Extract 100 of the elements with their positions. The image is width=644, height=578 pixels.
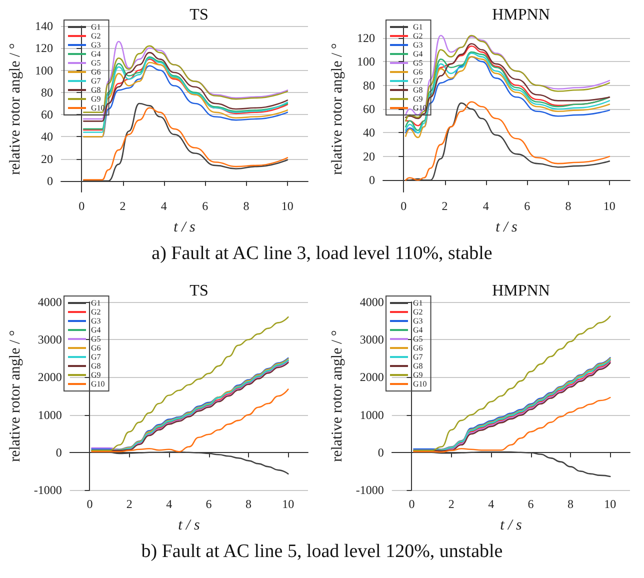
y-axis-title: relative rotor angle / °: [330, 43, 346, 175]
y-tick-label: 40: [41, 130, 53, 144]
legend-label: G2: [91, 32, 101, 40]
y-tick-label: 2000: [360, 370, 384, 384]
legend-label: G6: [91, 68, 101, 76]
legend-label: G5: [413, 334, 423, 344]
x-axis-title: t / s: [500, 518, 522, 534]
chart-title: HMPNN: [492, 6, 550, 24]
y-tick-label: 0: [378, 445, 384, 460]
legend-label: G5: [413, 58, 423, 68]
legend-label: G2: [413, 308, 423, 316]
x-tick-label: 2: [442, 199, 448, 213]
legend-label: G2: [413, 32, 423, 40]
x-tick-label: 10: [281, 199, 294, 213]
x-tick-label: 6: [202, 199, 208, 213]
y-tick-label: -1000: [34, 483, 62, 497]
legend-label: G5: [91, 58, 101, 68]
y-tick-label: 140: [35, 19, 53, 33]
chart-title: TS: [190, 282, 208, 300]
x-tick-label: 8: [565, 199, 572, 213]
chart-title: TS: [190, 6, 208, 24]
x-tick-label: 0: [78, 199, 85, 213]
line-series: [413, 316, 611, 452]
y-axis-title: relative rotor angle / °: [8, 330, 24, 462]
x-tick-label: 2: [120, 199, 126, 213]
legend-label: G4: [413, 50, 423, 58]
y-axis-title: relative rotor angle / °: [330, 330, 346, 462]
legend-label: G3: [91, 316, 101, 326]
line-series: [413, 396, 611, 453]
legend-label: G7: [91, 76, 101, 86]
y-tick-label: 20: [363, 149, 375, 164]
x-tick-label: 0: [86, 497, 93, 511]
y-tick-label: 120: [35, 41, 53, 56]
x-tick-label: 10: [282, 497, 294, 511]
text: b) Fault at AC line 5, load level 120%, unstable: [140, 540, 504, 564]
y-tick-label: 0: [56, 445, 62, 460]
x-tick-label: 10: [604, 497, 616, 511]
y-tick-label: 60: [41, 108, 53, 122]
y-tick-label: 40: [363, 126, 375, 140]
legend-label: G8: [91, 362, 101, 370]
line-series: [91, 316, 289, 452]
y-tick-label: 100: [357, 54, 375, 69]
legend-label: G9: [413, 370, 423, 380]
y-tick-label: 4000: [360, 295, 384, 309]
y-tick-label: -1000: [356, 483, 384, 497]
x-tick-label: 0: [400, 199, 407, 213]
x-tick-label: 6: [524, 199, 530, 213]
legend-label: G1: [91, 22, 101, 32]
legend-label: G2: [91, 308, 101, 316]
legend-label: G6: [413, 344, 423, 352]
x-axis-title: t / s: [178, 518, 200, 534]
line-series: [91, 388, 289, 452]
legend-label: G8: [413, 362, 423, 370]
legend-label: G1: [413, 22, 423, 32]
y-tick-label: 100: [35, 63, 53, 78]
legend-label: G4: [91, 326, 101, 334]
y-tick-label: 2000: [38, 370, 62, 384]
y-tick-label: 3000: [360, 332, 384, 347]
legend-label: G10: [413, 380, 427, 388]
legend-label: G7: [91, 352, 101, 362]
legend-label: G6: [91, 344, 101, 352]
x-tick-label: 4: [488, 497, 494, 511]
x-axis-title: t / s: [496, 220, 518, 236]
y-tick-label: 120: [357, 30, 375, 45]
legend-label: G9: [413, 94, 423, 104]
legend-label: G9: [91, 370, 101, 380]
legend-label: G8: [413, 86, 423, 94]
x-tick-label: 2: [126, 497, 132, 511]
legend-label: G7: [413, 352, 423, 362]
legend-label: G3: [91, 40, 101, 50]
legend-label: G1: [413, 298, 423, 308]
y-tick-label: 60: [363, 102, 375, 116]
x-tick-label: 8: [567, 497, 574, 511]
x-tick-label: 6: [206, 497, 212, 511]
legend-label: G7: [413, 76, 423, 86]
y-tick-label: 80: [41, 85, 53, 100]
x-tick-label: 0: [408, 497, 415, 511]
legend-label: G5: [91, 334, 101, 344]
x-tick-label: 4: [166, 497, 172, 511]
x-tick-label: 2: [448, 497, 454, 511]
x-tick-label: 6: [528, 497, 534, 511]
x-tick-label: 10: [603, 199, 616, 213]
y-tick-label: 0: [47, 174, 53, 188]
y-tick-label: 80: [363, 78, 375, 92]
legend-label: G8: [91, 86, 101, 94]
x-axis-title: t / s: [174, 220, 196, 236]
line-series: [91, 451, 289, 474]
line-series: [82, 52, 288, 122]
y-tick-label: 1000: [38, 408, 62, 422]
text: a) Fault at AC line 3, load level 110%, stable: [150, 242, 494, 266]
legend-label: G4: [91, 50, 101, 58]
line-series: [413, 451, 611, 478]
legend-label: G3: [413, 316, 423, 326]
y-tick-label: 4000: [38, 295, 62, 309]
y-tick-label: 1000: [360, 408, 384, 422]
y-tick-label: 0: [369, 173, 375, 188]
legend-label: G3: [413, 40, 423, 50]
legend-label: G1: [91, 298, 101, 308]
chart-title: HMPNN: [492, 282, 550, 300]
legend-label: G10: [91, 380, 105, 388]
